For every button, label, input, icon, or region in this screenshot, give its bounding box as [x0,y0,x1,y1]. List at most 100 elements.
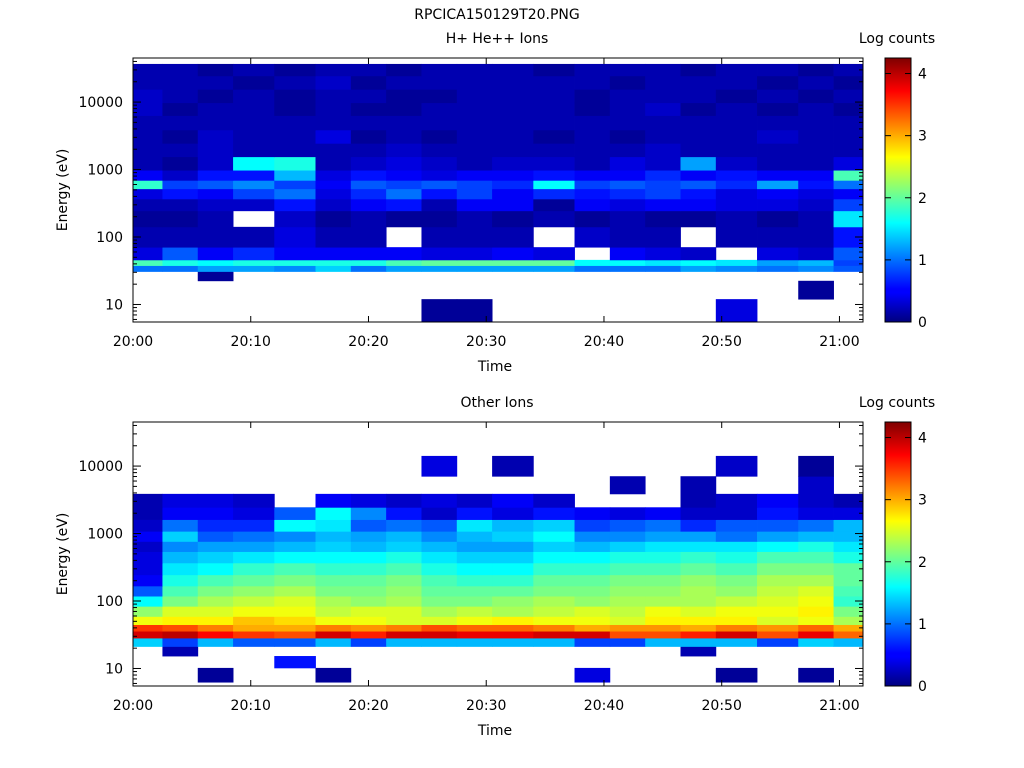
heatmap-cell [456,259,493,266]
heatmap-cell [350,531,387,542]
heatmap-cell [574,198,611,212]
heatmap-cell [680,210,717,228]
heatmap-cell [350,156,387,171]
heatmap-cell [680,102,717,116]
heatmap-cell [315,115,352,131]
heatmap-cell [274,102,316,116]
heatmap-cell [456,616,493,625]
heatmap-cell [197,541,234,552]
heatmap-cell [715,102,758,116]
heatmap-cell [492,631,534,639]
heatmap-cell [715,226,758,248]
heatmap-cell [233,616,275,625]
y-tick-label: 10000 [78,459,123,475]
heatmap-cell [233,606,275,617]
heatmap-cell [715,616,758,625]
x-axis-top: 20:00 20:10 20:20 20:30 20:40 20:50 21:00 [113,58,860,350]
heatmap-cell [315,631,352,639]
heatmap-cell [715,519,758,532]
heatmap-cell [492,63,534,77]
heatmap-cell [162,551,199,564]
heatmap-cell [798,226,834,248]
heatmap-cell [680,519,717,532]
heatmap-cell [421,89,458,104]
heatmap-cell [609,129,646,144]
heatmap-cell [574,551,611,564]
heatmap-cell [833,624,864,632]
heatmap-cell [274,574,316,587]
heatmap-cell [645,631,681,639]
colorbar-gradient-bottom [884,421,912,687]
heatmap-cell [456,507,493,520]
heatmap-cell [715,143,758,158]
heatmap-cell [833,170,864,181]
heatmap-cell [533,143,575,158]
heatmap-cell [350,63,387,77]
heatmap-cell [133,507,163,520]
heatmap-cell [197,265,234,272]
heatmap-cell [533,631,575,639]
y-tick-label: 100 [96,230,123,246]
heatmap-cell [533,180,575,190]
heatmap-cell [757,624,799,632]
heatmap-cell [645,188,681,200]
heatmap-cell [274,226,316,248]
heatmap-cell [274,656,316,669]
heatmap-cell [162,188,199,200]
heatmap-cell [574,616,611,625]
heatmap-cell [233,265,275,272]
heatmap-cell [350,198,387,212]
heatmap-cell [609,606,646,617]
heatmap-cell [757,259,799,266]
colorbar-top: 0 1 2 3 4 Log counts [859,31,935,331]
heatmap-cell [533,75,575,90]
heatmap-cell [315,562,352,576]
heatmap-cell [533,170,575,181]
heatmap-cell [133,156,163,171]
heatmap-cell [833,63,864,77]
heatmap-cell [798,541,834,552]
heatmap-cell [162,63,199,77]
heatmap-cell [715,259,758,266]
heatmap-cell [798,507,834,520]
heatmap-cell [386,541,422,552]
heatmap-cell [315,541,352,552]
heatmap-cell [421,531,458,542]
heatmap-cell [274,562,316,576]
heatmap-cell [133,180,163,190]
heatmap-cell [574,115,611,131]
heatmap-cell [574,180,611,190]
heatmap-cell [386,180,422,190]
heatmap-cell [421,519,458,532]
heatmap-cell [609,631,646,639]
heatmap-cell [233,188,275,200]
heatmap-cell [197,519,234,532]
heatmap-cell [533,63,575,77]
heatmap-cell [680,493,717,508]
heatmap-cell [133,574,163,587]
heatmap-cell [757,551,799,564]
heatmap-cell [233,226,275,248]
heatmap-cell [350,493,387,508]
heatmap-cell [315,667,352,683]
figure-title: RPCICA150129T20.PNG [414,7,579,23]
heatmap-cell [233,247,275,261]
heatmap-cell [162,259,199,266]
heatmap-cell [233,259,275,266]
heatmap-cell [350,616,387,625]
heatmap-cell [757,541,799,552]
heatmap-cell [386,596,422,607]
heatmap-cell [421,541,458,552]
heatmap-cell [715,265,758,272]
heatmap-cell [757,180,799,190]
heatmap-cell [645,156,681,171]
heatmap-cell [162,493,199,508]
y-tick-label: 10 [105,297,123,313]
heatmap-cell [574,265,611,272]
colorbar-ticks-bottom: 0 1 2 3 4 [885,431,927,695]
heatmap-cell [386,102,422,116]
heatmap-cell [798,667,834,683]
heatmap-cell [162,265,199,272]
heatmap-cell [315,265,352,272]
